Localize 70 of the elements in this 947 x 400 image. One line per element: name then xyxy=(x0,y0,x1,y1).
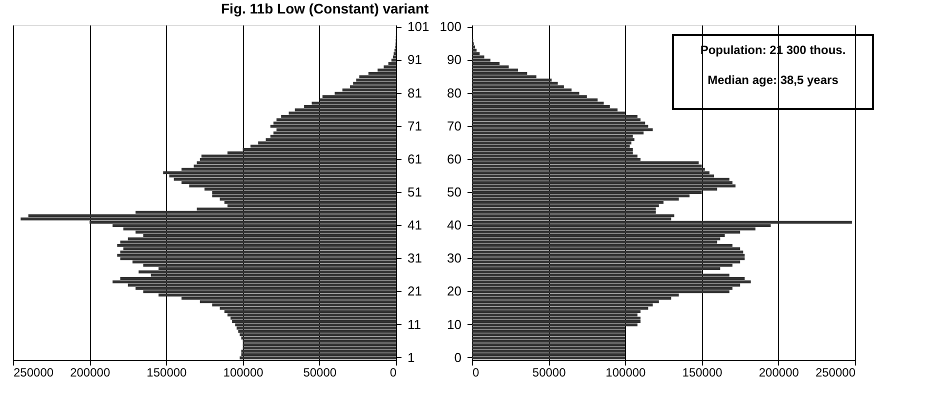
x-tick-label: 200000 xyxy=(70,366,110,380)
x-tick-label: 250000 xyxy=(815,366,856,380)
y-tick-label: 100 xyxy=(440,19,462,34)
y-tick-label: 81 xyxy=(408,85,422,100)
bar xyxy=(270,124,396,128)
y-tick-label: 10 xyxy=(447,316,462,332)
bar xyxy=(138,270,396,274)
y-tick-label: 90 xyxy=(447,52,462,68)
bar xyxy=(353,82,396,85)
bar xyxy=(163,171,396,174)
y-tick-label: 40 xyxy=(447,218,462,233)
bar xyxy=(322,95,396,98)
x-tick-label: 0 xyxy=(390,366,397,380)
y-tick-label: 50 xyxy=(447,184,462,200)
y-tick-label: 31 xyxy=(408,250,422,266)
bar xyxy=(241,353,396,356)
x-tick-label: 100000 xyxy=(223,366,264,380)
x-tick-label: 50000 xyxy=(303,366,337,380)
bar xyxy=(232,320,396,323)
y-tick-label: 21 xyxy=(408,284,422,299)
bar xyxy=(236,326,396,330)
y-tick-label: 60 xyxy=(447,151,462,166)
x-tick-label: 0 xyxy=(472,366,480,380)
y-tick-label: 71 xyxy=(408,118,422,134)
y-tick-label: 70 xyxy=(447,118,462,134)
x-tick-label: 150000 xyxy=(146,366,188,380)
bar xyxy=(200,158,396,161)
bar xyxy=(238,330,396,333)
bar xyxy=(120,257,396,260)
bar xyxy=(227,313,396,316)
y-tick-label: 11 xyxy=(408,316,421,332)
x-tick-label: 250000 xyxy=(14,366,54,380)
y-tick-label: 101 xyxy=(408,19,430,34)
bar xyxy=(224,200,396,204)
y-tick-label: 61 xyxy=(408,151,422,166)
bar xyxy=(230,316,396,320)
chart-title: Fig. 11b Low (Constant) variant xyxy=(221,0,430,17)
bar xyxy=(224,310,396,314)
y-tick-label: 1 xyxy=(408,350,415,365)
bar xyxy=(240,356,396,360)
bar xyxy=(120,250,396,254)
annotation: Median age: 38,5 years xyxy=(708,73,839,87)
bar xyxy=(212,194,396,198)
y-tick-label: 41 xyxy=(408,218,422,233)
bar xyxy=(112,280,396,284)
bar xyxy=(241,336,396,340)
y-tick-label: 91 xyxy=(408,52,422,68)
x-tick-label: 200000 xyxy=(758,366,800,380)
y-tick-label: 0 xyxy=(454,350,462,365)
x-tick-label: 100000 xyxy=(606,366,646,380)
bar xyxy=(273,122,396,124)
x-tick-label: 150000 xyxy=(682,366,723,380)
y-tick-label: 20 xyxy=(447,284,462,299)
x-tick-label: 50000 xyxy=(532,366,566,380)
bar xyxy=(392,55,396,58)
bar xyxy=(201,154,396,158)
bar xyxy=(242,346,396,350)
bar xyxy=(242,340,396,343)
bar xyxy=(117,254,396,257)
bar xyxy=(356,78,396,82)
y-tick-label: 51 xyxy=(408,184,422,200)
bar xyxy=(391,58,396,62)
bar xyxy=(235,323,396,326)
bar xyxy=(20,218,396,220)
bar xyxy=(242,343,396,346)
y-tick-label: 80 xyxy=(447,85,462,100)
bar xyxy=(273,132,396,134)
bar xyxy=(117,244,396,247)
y-tick-label: 30 xyxy=(447,250,462,266)
bar xyxy=(120,240,396,244)
